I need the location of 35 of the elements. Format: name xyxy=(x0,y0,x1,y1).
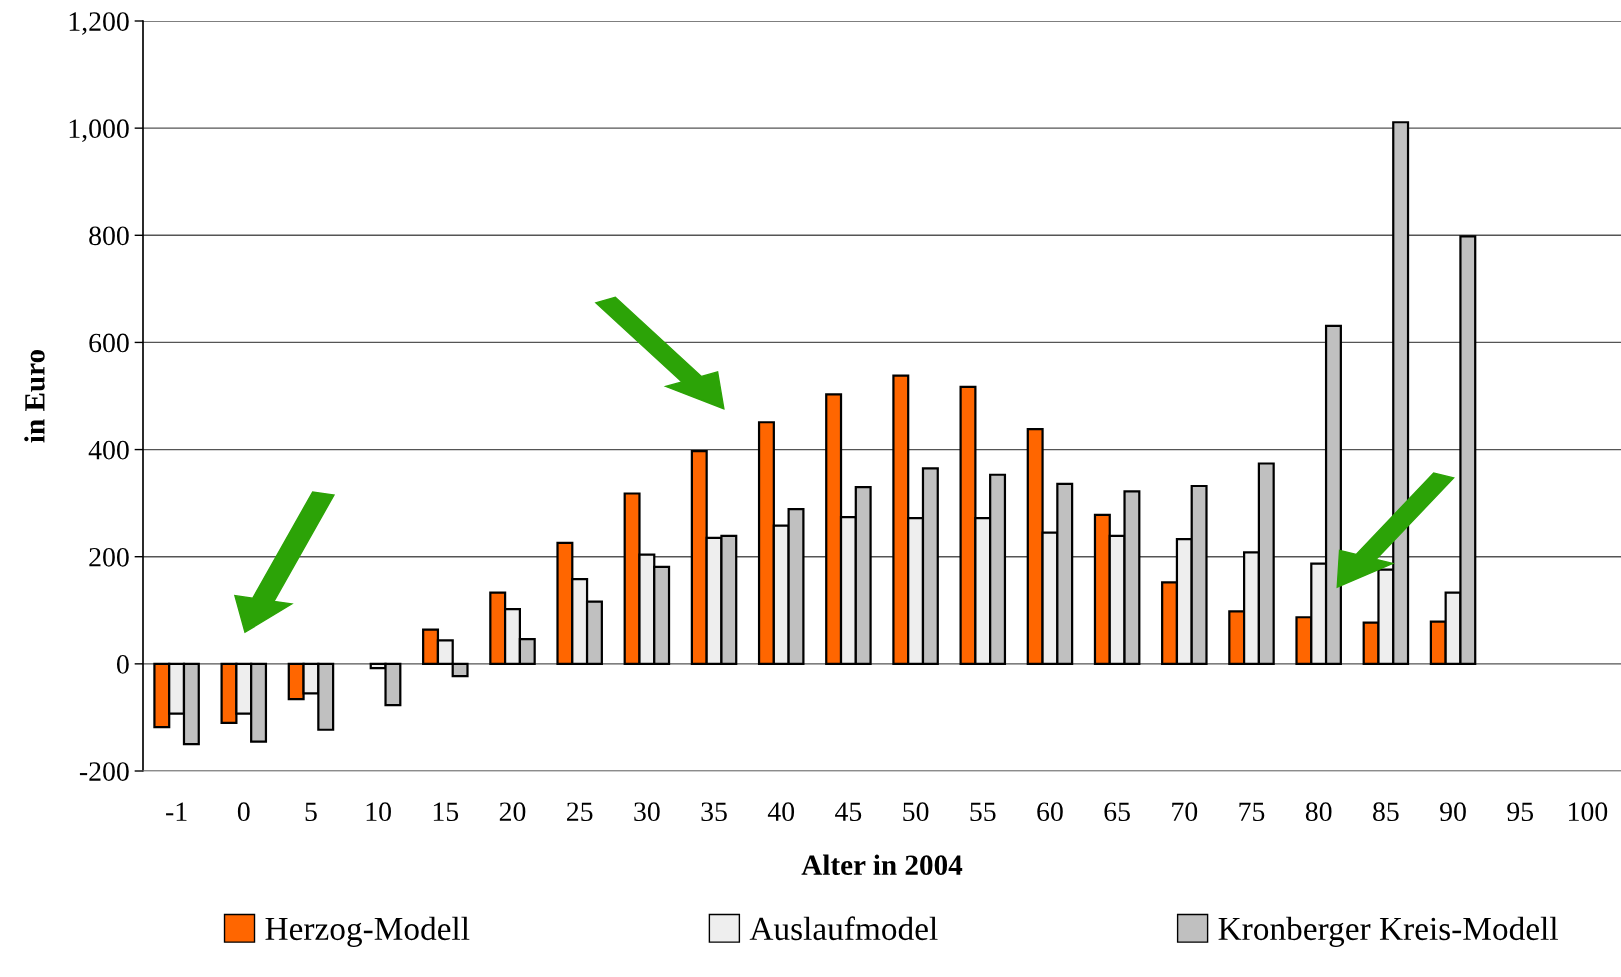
y-tick-label: 0 xyxy=(116,655,129,674)
x-tick-label: 100 xyxy=(1569,802,1608,822)
y-axis-title: in Euro xyxy=(24,349,45,443)
y-tick-label: 1,000 xyxy=(69,119,129,143)
x-tick-label: 75 xyxy=(1239,802,1265,822)
x-tick-label: 45 xyxy=(835,802,862,822)
x-tick-label: 25 xyxy=(567,802,593,822)
x-tick-label: 35 xyxy=(701,802,727,822)
x-tick-label: 85 xyxy=(1373,802,1399,822)
x-tick-label: 50 xyxy=(903,802,929,822)
x-tick-label: 30 xyxy=(634,802,660,822)
x-axis-title: Alter in 2004 xyxy=(801,854,963,876)
legend-label: Herzog-Modell xyxy=(265,916,470,947)
x-tick-label: -1 xyxy=(166,802,187,821)
y-tick-label: 200 xyxy=(89,547,129,567)
x-tick-label: 90 xyxy=(1440,802,1466,822)
y-tick-label: -200 xyxy=(79,762,129,781)
legend-label: Auslaufmodel xyxy=(749,916,938,941)
x-tick-label: 70 xyxy=(1172,802,1198,822)
x-tick-label: 80 xyxy=(1305,802,1332,822)
x-tick-label: 65 xyxy=(1104,802,1130,822)
y-tick-label: 800 xyxy=(89,226,129,246)
x-tick-label: 5 xyxy=(305,802,317,822)
x-tick-label: 95 xyxy=(1507,802,1534,822)
x-tick-label: 40 xyxy=(767,802,795,822)
legend-label: Kronberger Kreis-Modell xyxy=(1218,916,1558,947)
y-tick-label: 600 xyxy=(89,333,129,353)
x-tick-label: 60 xyxy=(1037,802,1063,822)
x-tick-label: 10 xyxy=(366,802,391,822)
y-tick-label: 400 xyxy=(88,440,129,460)
y-tick-label: 1,200 xyxy=(69,12,129,35)
x-tick-label: 20 xyxy=(499,802,526,822)
x-tick-label: 0 xyxy=(237,802,250,822)
x-tick-label: 55 xyxy=(970,802,996,822)
x-tick-label: 15 xyxy=(433,802,459,822)
